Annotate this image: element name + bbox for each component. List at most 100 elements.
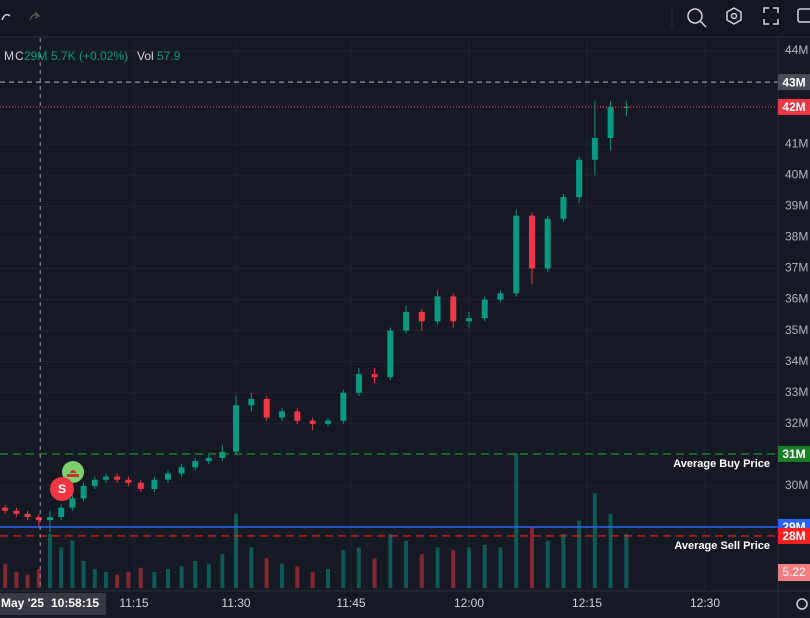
candle-body <box>340 392 347 421</box>
candle-body <box>125 479 132 483</box>
volume-bar <box>14 571 19 588</box>
legend-change: 5.7K (+0.02%) <box>51 49 128 63</box>
volume-bar <box>92 569 97 588</box>
candle-body <box>497 293 504 300</box>
price-axis <box>778 38 810 590</box>
volume-bar <box>234 513 238 588</box>
volume-bar <box>388 534 393 588</box>
candle-body <box>58 507 65 518</box>
candle-body <box>309 420 316 424</box>
sell-marker[interactable] <box>50 477 74 501</box>
volume-bar <box>419 554 424 588</box>
y-tick-label: 41M <box>785 136 808 150</box>
legend-symbol: M <box>4 49 14 63</box>
candle-body <box>513 215 520 294</box>
volume-bar <box>264 558 269 588</box>
volume-label-box <box>778 564 810 581</box>
x-tick-label: 11:15 <box>119 596 148 610</box>
volume-bar <box>624 534 629 588</box>
volume-bar <box>356 547 361 588</box>
x-tick-label: 11:45 <box>336 596 365 610</box>
volume-label: 5.22 <box>782 565 806 579</box>
volume-bar <box>341 550 346 588</box>
candle-body <box>205 457 212 462</box>
candle-body <box>35 517 42 521</box>
crosshair-time-box <box>0 593 106 615</box>
x-tick-label: 11:30 <box>221 596 250 610</box>
volume-bar <box>529 527 534 588</box>
x-tick-label: 12:00 <box>454 596 484 610</box>
candle-body <box>47 517 53 521</box>
buy-marker-icon <box>67 470 79 477</box>
volume-bar <box>70 540 75 588</box>
price-line-label: 31M <box>782 447 805 461</box>
volume-bar <box>592 493 597 588</box>
y-tick-label: 37M <box>785 261 808 275</box>
candle-body <box>178 467 185 474</box>
candle-body <box>137 482 144 490</box>
candle-body <box>263 398 270 418</box>
candle-body <box>403 311 410 331</box>
volume-bar <box>36 569 41 588</box>
volume-bar <box>104 571 108 588</box>
y-tick-label: 44M <box>785 43 808 57</box>
price-line-label: 42M <box>782 100 805 114</box>
volume-bar <box>152 571 157 588</box>
price-line-box <box>778 98 810 115</box>
legend-close-key: C <box>15 49 24 63</box>
volume-bar <box>545 540 550 588</box>
candle-body <box>371 374 378 378</box>
candle-body <box>219 451 226 458</box>
candle-body <box>2 507 9 511</box>
y-tick-label: 36M <box>785 292 808 306</box>
candle-body <box>528 215 535 269</box>
volume-bar <box>326 569 330 588</box>
volume-bar <box>514 453 519 588</box>
y-tick-label: 33M <box>785 385 808 399</box>
y-tick-label: 32M <box>785 416 808 430</box>
zoom-icon[interactable] <box>687 8 703 24</box>
undo-icon[interactable] <box>1 13 11 21</box>
volume-bar <box>193 561 198 588</box>
candle-body <box>560 197 567 219</box>
candle-body <box>114 476 121 480</box>
toolbar <box>0 0 810 36</box>
volume-bar <box>435 547 440 588</box>
y-tick-label: 34M <box>785 354 808 368</box>
candle-body <box>544 218 551 269</box>
volume-bar <box>310 571 315 588</box>
axis-settings-icon[interactable] <box>796 598 808 610</box>
redo-icon[interactable] <box>29 11 41 21</box>
x-tick-label: 12:15 <box>572 596 602 610</box>
candle-body <box>387 330 394 378</box>
candle-body <box>434 296 441 322</box>
y-tick-label: 40M <box>785 167 808 181</box>
volume-bar <box>451 550 456 588</box>
volume-bar <box>577 520 582 588</box>
legend-close: 29M <box>24 49 47 63</box>
volume-bar <box>280 563 284 588</box>
candle-body <box>24 513 31 518</box>
settings-icon[interactable] <box>726 7 742 25</box>
snapshot-icon[interactable] <box>797 8 810 23</box>
candle-body <box>69 498 76 508</box>
volume-bar <box>115 574 120 588</box>
y-tick-label: 38M <box>785 230 808 244</box>
sell-marker-label: S <box>58 482 66 496</box>
candle-body <box>355 374 362 393</box>
y-tick-label: 39M <box>785 199 808 213</box>
candle-body <box>80 485 87 499</box>
volume-bar <box>3 563 8 588</box>
volume-bar <box>179 566 184 588</box>
volume-bar <box>482 544 487 588</box>
volume-bar <box>59 547 64 588</box>
volume-bar <box>561 534 566 588</box>
volume-bar <box>249 547 254 588</box>
candle-body <box>91 479 98 486</box>
crosshair-time: 10:58:15 <box>51 596 99 610</box>
candle-body <box>294 411 301 421</box>
fullscreen-icon[interactable] <box>763 7 779 25</box>
volume-bar <box>166 569 170 588</box>
